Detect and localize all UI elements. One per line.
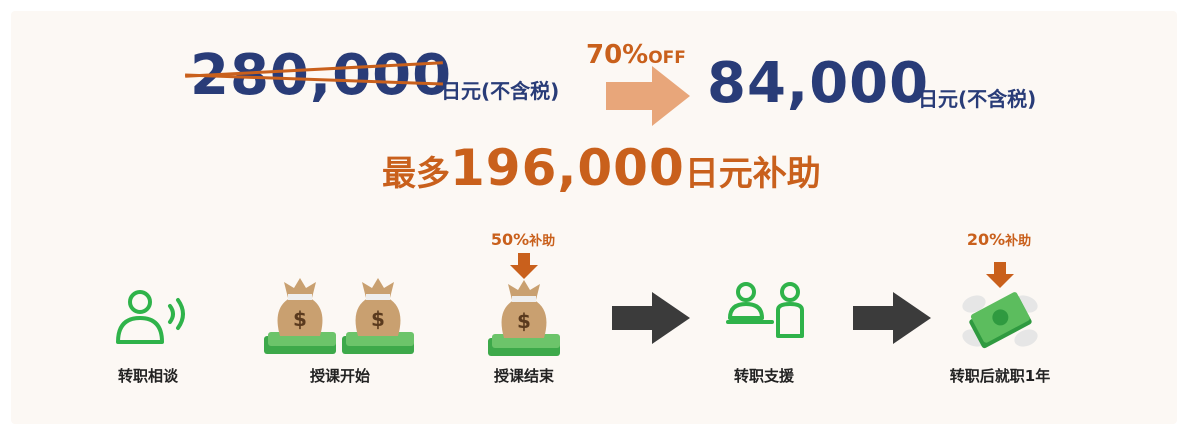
svg-text:$: $ (517, 309, 531, 333)
promo-panel (11, 11, 1177, 424)
step-label-one-year-employment: 转职后就职1年 (949, 367, 1051, 385)
original-price-unit: 日元(不含税) (441, 79, 560, 103)
step-label-job-support: 转职支援 (733, 367, 794, 385)
down-arrow-icon (986, 262, 1014, 288)
step-label-course-start: 授课开始 (309, 367, 370, 385)
subsidy-headline: 最多196,000日元补助 (382, 136, 821, 212)
svg-text:$: $ (293, 307, 307, 331)
right-arrow-icon (853, 292, 931, 344)
step-label-course-end: 授课结束 (493, 367, 554, 385)
badge-suffix: 补助 (529, 234, 556, 249)
badge-percent: 50% (490, 230, 530, 249)
badge-percent: 20% (966, 230, 1006, 249)
consultation-icon (116, 290, 185, 344)
subsidy-badge-20: 20%补助 (939, 230, 1059, 252)
flying-money-icon (962, 292, 1038, 349)
badge-suffix: 补助 (1005, 234, 1032, 249)
subsidy-badge-50: 50%补助 (463, 230, 583, 252)
new-price-unit: 日元(不含税) (918, 87, 1037, 111)
subsidy-suffix: 日元补助 (684, 154, 821, 194)
down-arrow-icon (510, 253, 538, 279)
svg-text:$: $ (371, 307, 385, 331)
right-arrow-icon (606, 66, 690, 126)
step-label-consultation: 转职相谈 (117, 367, 178, 385)
new-price: 84,000 (707, 51, 930, 116)
money-bags-icon: $ $ (264, 278, 414, 354)
subsidy-prefix: 最多 (382, 154, 450, 194)
money-bag-icon: $ (488, 280, 560, 356)
discount-badge: 70%OFF (586, 40, 686, 70)
right-arrow-icon (612, 292, 690, 344)
discount-percent: 70% (586, 40, 649, 70)
subsidy-amount: 196,000 (450, 139, 685, 197)
discount-suffix: OFF (648, 48, 686, 68)
support-people-icon (726, 282, 804, 338)
